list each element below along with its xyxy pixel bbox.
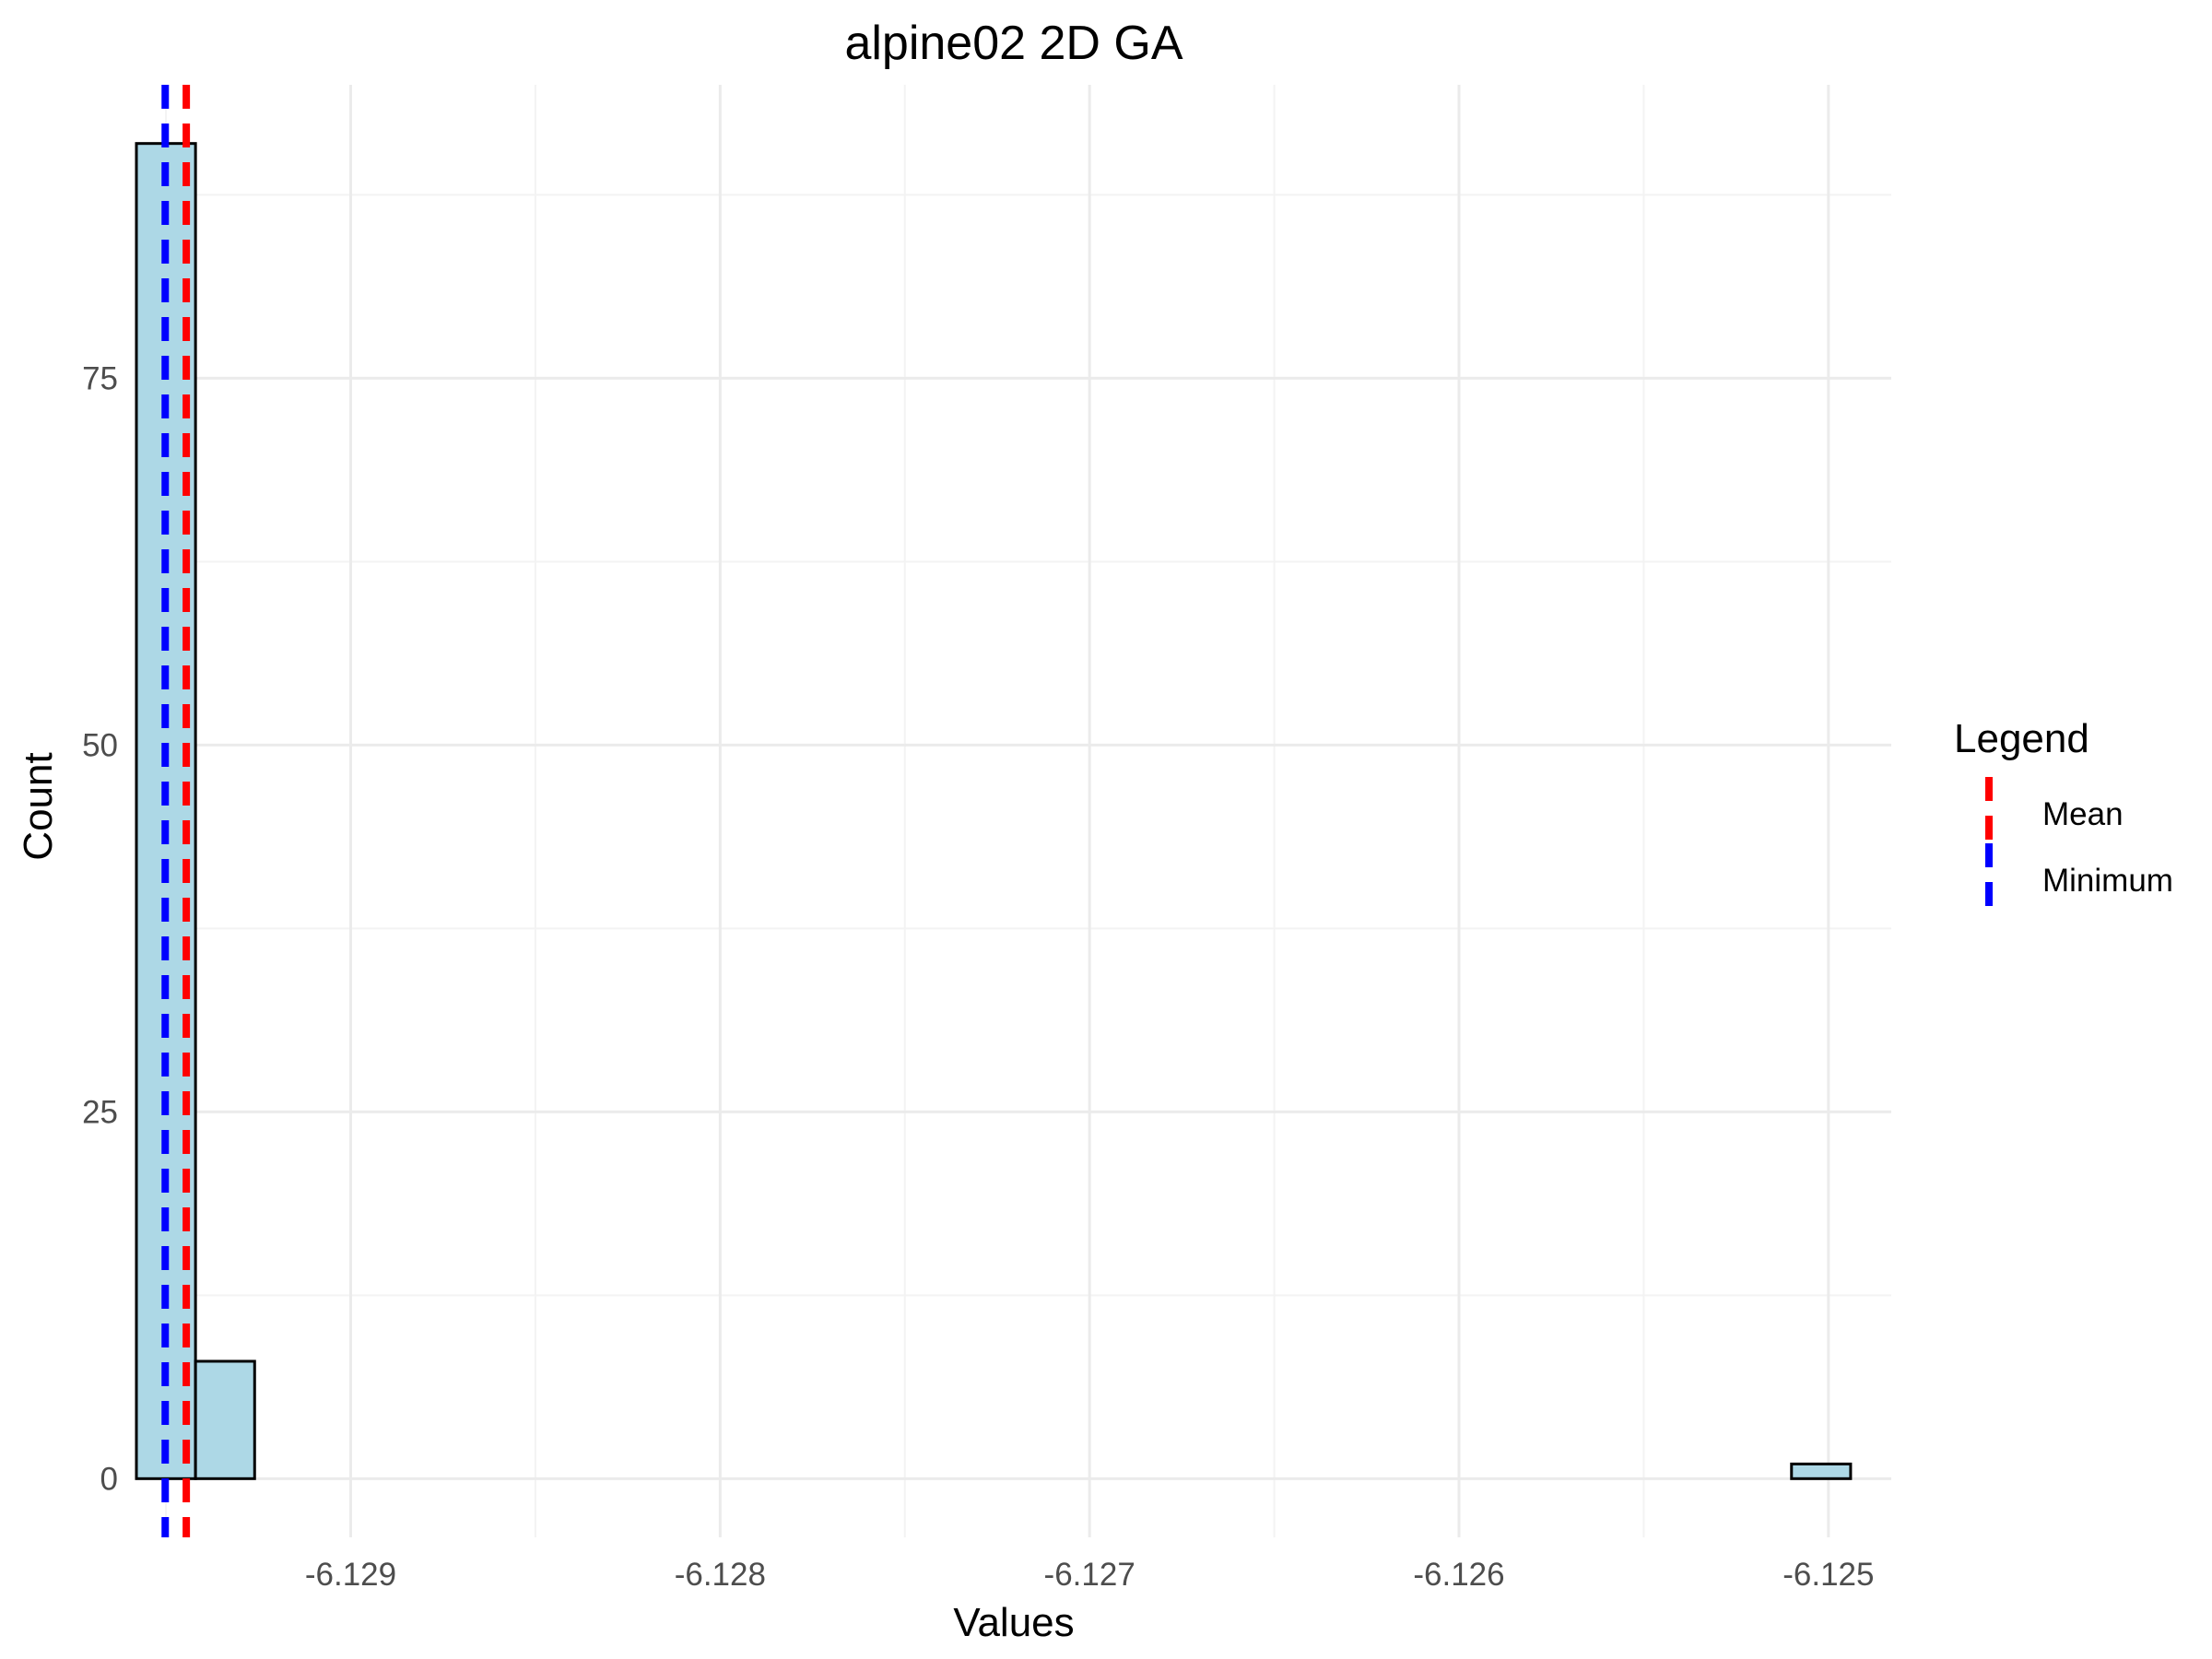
legend-title: Legend bbox=[1954, 716, 2089, 761]
histogram-bar bbox=[135, 142, 197, 1480]
histogram-bars bbox=[135, 142, 1853, 1480]
x-tick-label: -6.128 bbox=[675, 1557, 766, 1593]
y-tick-label: 50 bbox=[82, 727, 118, 763]
y-tick-label: 75 bbox=[82, 360, 118, 396]
x-tick-label: -6.126 bbox=[1413, 1557, 1504, 1593]
y-axis-title: Count bbox=[16, 752, 61, 860]
y-tick-label: 25 bbox=[82, 1094, 118, 1130]
legend: Legend Mean Minimum bbox=[1954, 716, 2173, 917]
reference-lines bbox=[161, 85, 191, 1537]
x-axis-ticks: -6.129 -6.128 -6.127 -6.126 -6.125 bbox=[305, 1557, 1875, 1593]
x-tick-label: -6.125 bbox=[1783, 1557, 1874, 1593]
histogram-bar bbox=[1790, 1462, 1853, 1480]
legend-label: Minimum bbox=[2042, 863, 2173, 899]
x-axis-title: Values bbox=[953, 1600, 1074, 1645]
legend-entries: Mean Minimum bbox=[1985, 777, 2173, 917]
chart-title: alpine02 2D GA bbox=[844, 17, 1182, 70]
grid-layer bbox=[136, 85, 1891, 1537]
x-tick-label: -6.127 bbox=[1044, 1557, 1135, 1593]
y-tick-label: 0 bbox=[100, 1461, 118, 1497]
y-axis-ticks: 0 25 50 75 bbox=[82, 360, 118, 1497]
x-tick-label: -6.129 bbox=[305, 1557, 396, 1593]
legend-label: Mean bbox=[2042, 796, 2124, 832]
histogram-bar bbox=[194, 1359, 256, 1480]
